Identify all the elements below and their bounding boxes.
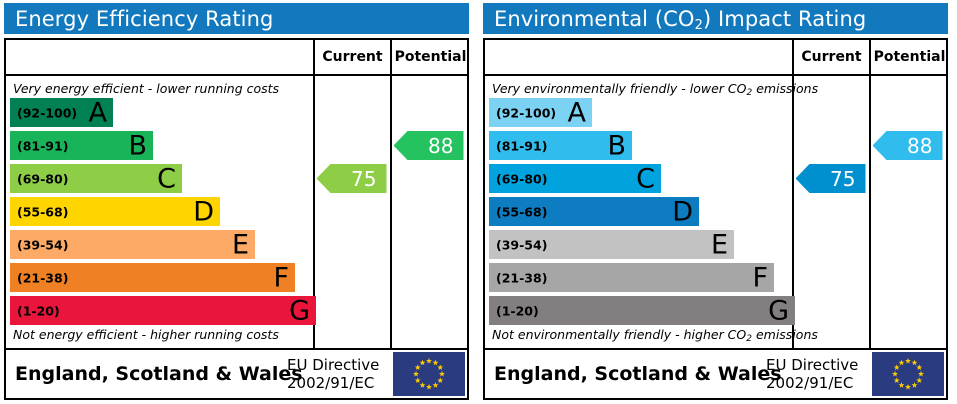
panel-title: Environmental (CO2) Impact Rating bbox=[494, 6, 867, 33]
footer-country-label: England, Scotland & Wales bbox=[494, 363, 782, 385]
band-letter: E bbox=[231, 229, 249, 260]
band-row: (92-100) A bbox=[489, 98, 592, 127]
column-header-potential: Potential bbox=[873, 49, 946, 65]
band-range: (69-80) bbox=[496, 171, 548, 186]
potential-rating-arrow: 88 bbox=[393, 131, 464, 160]
band-row: (81-91) B bbox=[10, 131, 153, 160]
band-row: (81-91) B bbox=[489, 131, 632, 160]
current-rating-value: 75 bbox=[830, 166, 856, 191]
eu-flag-icon bbox=[872, 352, 944, 396]
current-rating-arrow: 75 bbox=[795, 164, 866, 193]
band-range: (92-100) bbox=[496, 105, 557, 120]
band-letter: F bbox=[752, 262, 768, 293]
band-range: (21-38) bbox=[496, 270, 548, 285]
potential-rating-value: 88 bbox=[428, 133, 454, 158]
header-divider bbox=[6, 74, 467, 76]
band-row: (39-54) E bbox=[489, 230, 734, 259]
column-header-current: Current bbox=[322, 49, 383, 65]
potential-column-divider bbox=[390, 40, 392, 350]
band-row: (1-20) G bbox=[10, 296, 316, 325]
band-row: (21-38) F bbox=[10, 263, 295, 292]
current-column-divider bbox=[313, 40, 315, 350]
band-range: (69-80) bbox=[17, 171, 69, 186]
band-letter: D bbox=[193, 196, 214, 227]
eu-flag-icon bbox=[393, 352, 465, 396]
band-letter: A bbox=[567, 97, 586, 128]
directive-line-2: 2002/91/EC bbox=[287, 374, 375, 392]
band-letter: D bbox=[672, 196, 693, 227]
subscript-two: 2 bbox=[694, 17, 703, 33]
band-letter: C bbox=[636, 163, 655, 194]
footer-divider bbox=[6, 348, 467, 350]
band-range: (39-54) bbox=[17, 237, 69, 252]
panel-title-bar: Environmental (CO2) Impact Rating bbox=[483, 3, 948, 34]
band-range: (1-20) bbox=[17, 303, 60, 318]
band-range: (55-68) bbox=[17, 204, 69, 219]
caption-very-friendly: Very environmentally friendly - lower CO… bbox=[492, 81, 819, 98]
potential-rating-arrow: 88 bbox=[872, 131, 943, 160]
subscript-two: 2 bbox=[746, 334, 752, 344]
panel-footer: England, Scotland & Wales EU Directive 2… bbox=[485, 350, 946, 398]
band-row: (39-54) E bbox=[10, 230, 255, 259]
footer-divider bbox=[485, 348, 946, 350]
band-letter: A bbox=[88, 97, 107, 128]
footer-directive-label: EU Directive 2002/91/EC bbox=[287, 356, 379, 392]
subscript-two: 2 bbox=[746, 88, 753, 98]
band-range: (1-20) bbox=[496, 303, 539, 318]
band-row: (92-100) A bbox=[10, 98, 113, 127]
panel-frame: Current Potential Very energy efficient … bbox=[4, 38, 469, 400]
band-range: (81-91) bbox=[496, 138, 548, 153]
band-letter: F bbox=[273, 262, 289, 293]
band-range: (55-68) bbox=[496, 204, 548, 219]
band-letter: E bbox=[710, 229, 728, 260]
directive-line-2: 2002/91/EC bbox=[766, 374, 854, 392]
column-header-current: Current bbox=[801, 49, 862, 65]
potential-rating-value: 88 bbox=[907, 133, 933, 158]
footer-directive-label: EU Directive 2002/91/EC bbox=[766, 356, 858, 392]
band-row: (21-38) F bbox=[489, 263, 774, 292]
footer-country-label: England, Scotland & Wales bbox=[15, 363, 303, 385]
column-header-potential: Potential bbox=[394, 49, 467, 65]
panel-environmental-impact: Environmental (CO2) Impact Rating Curren… bbox=[479, 0, 952, 404]
current-rating-arrow: 75 bbox=[316, 164, 387, 193]
current-column-divider bbox=[792, 40, 794, 350]
caption-not-friendly: Not environmentally friendly - higher CO… bbox=[492, 327, 818, 344]
current-rating-value: 75 bbox=[351, 166, 377, 191]
panel-footer: England, Scotland & Wales EU Directive 2… bbox=[6, 350, 467, 398]
band-letter: C bbox=[157, 163, 176, 194]
caption-very-efficient: Very energy efficient - lower running co… bbox=[13, 81, 280, 96]
directive-line-1: EU Directive bbox=[766, 356, 859, 374]
band-row: (69-80) C bbox=[489, 164, 661, 193]
band-letter: G bbox=[768, 295, 789, 326]
panel-title: Energy Efficiency Rating bbox=[15, 6, 274, 31]
band-letter: G bbox=[289, 295, 310, 326]
band-letter: B bbox=[128, 130, 147, 161]
caption-not-efficient: Not energy efficient - higher running co… bbox=[13, 327, 279, 342]
header-divider bbox=[485, 74, 946, 76]
band-row: (1-20) G bbox=[489, 296, 795, 325]
band-row: (69-80) C bbox=[10, 164, 182, 193]
band-letter: B bbox=[607, 130, 626, 161]
panel-title-bar: Energy Efficiency Rating bbox=[4, 3, 469, 34]
band-row: (55-68) D bbox=[10, 197, 220, 226]
panel-energy-efficiency: Energy Efficiency Rating Current Potenti… bbox=[0, 0, 473, 404]
potential-column-divider bbox=[869, 40, 871, 350]
band-range: (81-91) bbox=[17, 138, 69, 153]
band-range: (92-100) bbox=[17, 105, 78, 120]
band-row: (55-68) D bbox=[489, 197, 699, 226]
band-range: (39-54) bbox=[496, 237, 548, 252]
panel-frame: Current Potential Very environmentally f… bbox=[483, 38, 948, 400]
band-range: (21-38) bbox=[17, 270, 69, 285]
directive-line-1: EU Directive bbox=[287, 356, 380, 374]
